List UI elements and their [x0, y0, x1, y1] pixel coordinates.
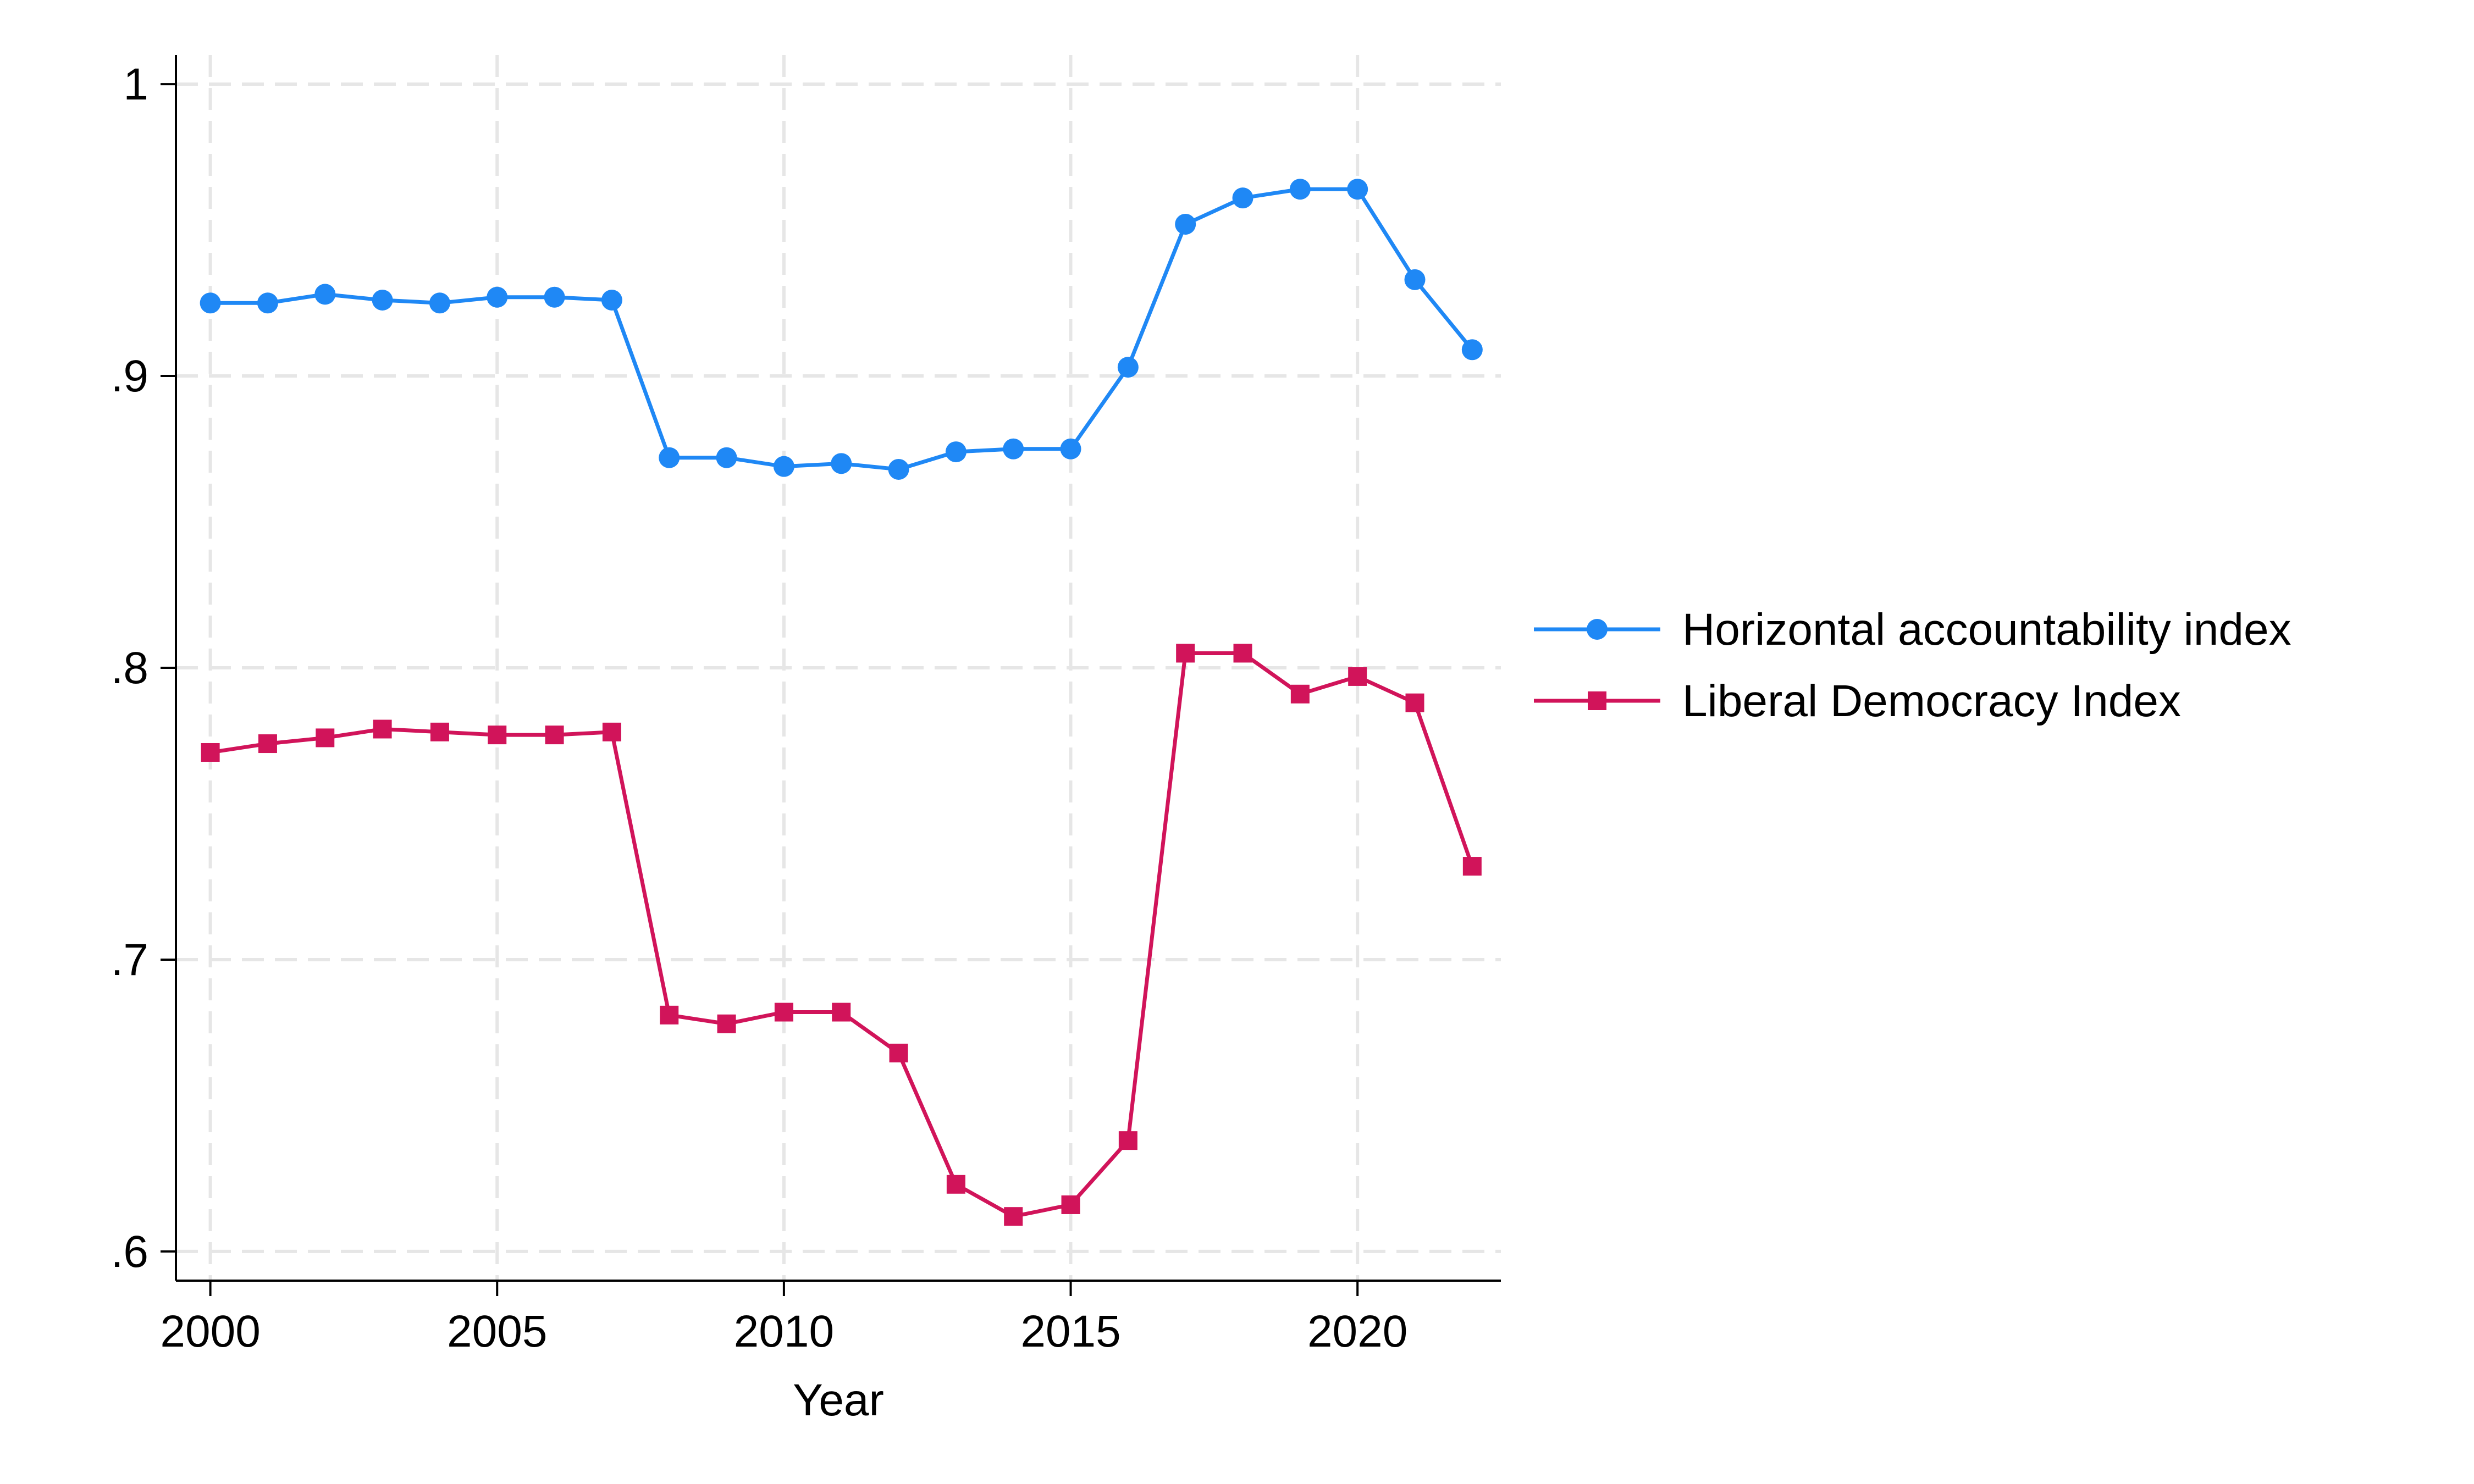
data-point [774, 1003, 793, 1022]
data-point [831, 453, 852, 474]
y-tick-label: 1 [123, 59, 148, 109]
data-point [602, 722, 621, 741]
legend-item: Liberal Democracy Index [1534, 676, 2181, 726]
data-point [487, 286, 508, 308]
data-point [1003, 438, 1024, 459]
data-point [1347, 179, 1368, 200]
data-point [429, 292, 450, 314]
data-point [1289, 179, 1311, 200]
data-point [832, 1003, 851, 1022]
data-point [257, 292, 278, 314]
data-point [1462, 857, 1482, 876]
data-point [372, 290, 393, 311]
axes [161, 55, 1501, 1296]
data-point [1232, 187, 1253, 209]
data-point [430, 722, 449, 741]
x-tick-label: 2010 [734, 1306, 834, 1356]
legend-label: Liberal Democracy Index [1682, 676, 2181, 726]
data-point [488, 726, 507, 745]
data-point [889, 1043, 908, 1062]
data-point [1004, 1207, 1023, 1226]
x-tick-label: 2020 [1307, 1306, 1407, 1356]
data-point [946, 1175, 965, 1194]
x-tick-label: 2005 [447, 1306, 547, 1356]
legend-item: Horizontal accountability index [1534, 605, 2291, 655]
data-point [1405, 693, 1424, 712]
tick-labels: .6 .7 .8 .9 1 2000 2005 2010 2015 2020 [111, 59, 1408, 1356]
legend-marker [1588, 691, 1606, 710]
y-tick-label: .6 [111, 1227, 148, 1277]
series-2 [201, 644, 1482, 1226]
data-point [716, 447, 737, 468]
data-point [1060, 438, 1081, 459]
data-point [660, 1005, 679, 1025]
data-point [773, 456, 794, 477]
x-tick-label: 2000 [160, 1306, 260, 1356]
data-point [1233, 644, 1252, 663]
x-tick-label: 2015 [1020, 1306, 1120, 1356]
data-point [1290, 684, 1310, 704]
data-point [258, 734, 277, 754]
data-point [888, 458, 909, 480]
data-point [314, 284, 336, 305]
y-tick-label: .7 [111, 935, 148, 985]
data-point [544, 286, 565, 308]
series-1 [200, 179, 1483, 480]
data-point [373, 719, 392, 739]
y-tick-label: .9 [111, 351, 148, 401]
legend: Horizontal accountability index Liberal D… [1534, 605, 2291, 726]
data-point [1461, 339, 1483, 361]
data-point [1176, 644, 1195, 663]
data-point [200, 292, 221, 314]
data-point [316, 728, 335, 747]
series-line [210, 187, 1474, 472]
data-point [201, 743, 220, 762]
data-point [1348, 667, 1367, 686]
grid-lines [176, 55, 1501, 1281]
data-point [1061, 1195, 1080, 1214]
data-point [1118, 1131, 1137, 1150]
data-point [1404, 269, 1426, 290]
data-point [601, 290, 622, 311]
x-axis-title: Year [793, 1375, 884, 1425]
data-point [1117, 357, 1139, 378]
legend-label: Horizontal accountability index [1682, 605, 2291, 655]
data-point [545, 726, 564, 745]
data-point [1175, 213, 1196, 235]
data-point [945, 441, 967, 463]
data-point [717, 1014, 736, 1033]
y-tick-label: .8 [111, 643, 148, 693]
series-group [200, 179, 1483, 1226]
series-line [210, 651, 1475, 1219]
legend-marker [1587, 619, 1608, 640]
data-point [659, 447, 680, 468]
